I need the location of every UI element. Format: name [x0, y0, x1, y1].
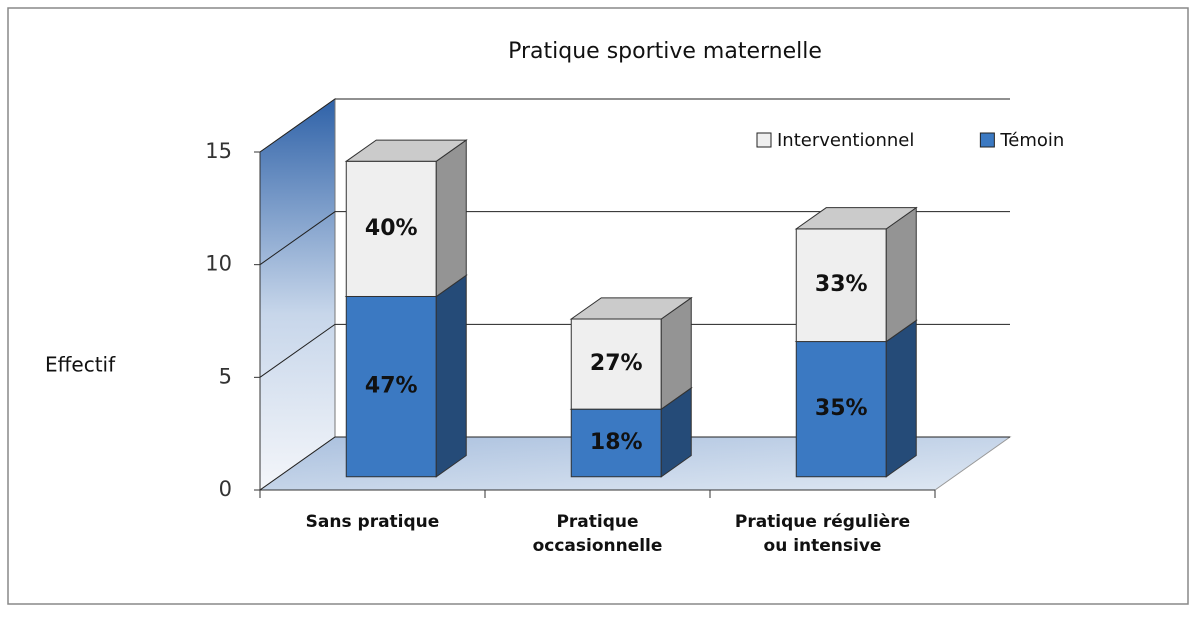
bar-segment — [345, 160, 437, 297]
bar-segment — [570, 318, 662, 410]
grid-line — [259, 211, 1010, 266]
data-label: 33% — [815, 272, 868, 297]
y-tick-label: 5 — [219, 364, 232, 388]
bar-top — [794, 207, 918, 230]
x-tick-label: Pratique occasionnelle — [533, 512, 663, 556]
legend-label: Interventionnel — [777, 130, 914, 151]
bar-side — [885, 206, 917, 343]
y-tick-label: 0 — [219, 477, 232, 501]
bar-segment — [795, 228, 887, 343]
bar-side — [435, 274, 467, 478]
bar-side — [885, 319, 917, 478]
grid-line — [259, 436, 1010, 491]
bar-top — [344, 139, 468, 162]
data-label: 40% — [365, 216, 418, 241]
legend-swatch — [756, 132, 772, 148]
data-label: 47% — [365, 374, 418, 399]
bar-segment — [795, 341, 887, 478]
data-label: 27% — [590, 351, 643, 376]
grid-line — [259, 323, 1010, 378]
y-tick-label: 10 — [205, 252, 232, 276]
grid-line — [259, 98, 1010, 153]
data-label: 35% — [815, 396, 868, 421]
y-axis-label: Effectif — [45, 353, 116, 377]
bar-side — [435, 139, 467, 298]
data-label: 18% — [590, 430, 643, 455]
bar-segment — [570, 408, 662, 478]
legend-label: Témoin — [999, 130, 1064, 151]
chart-title: Pratique sportive maternelle — [508, 39, 822, 64]
side-wall — [259, 98, 336, 491]
y-tick-label: 15 — [205, 139, 232, 163]
legend-swatch — [979, 132, 995, 148]
x-tick-label: Sans pratique — [306, 512, 440, 532]
x-tick-label: Pratique régulière ou intensive — [735, 512, 910, 556]
bar-top — [569, 297, 693, 320]
